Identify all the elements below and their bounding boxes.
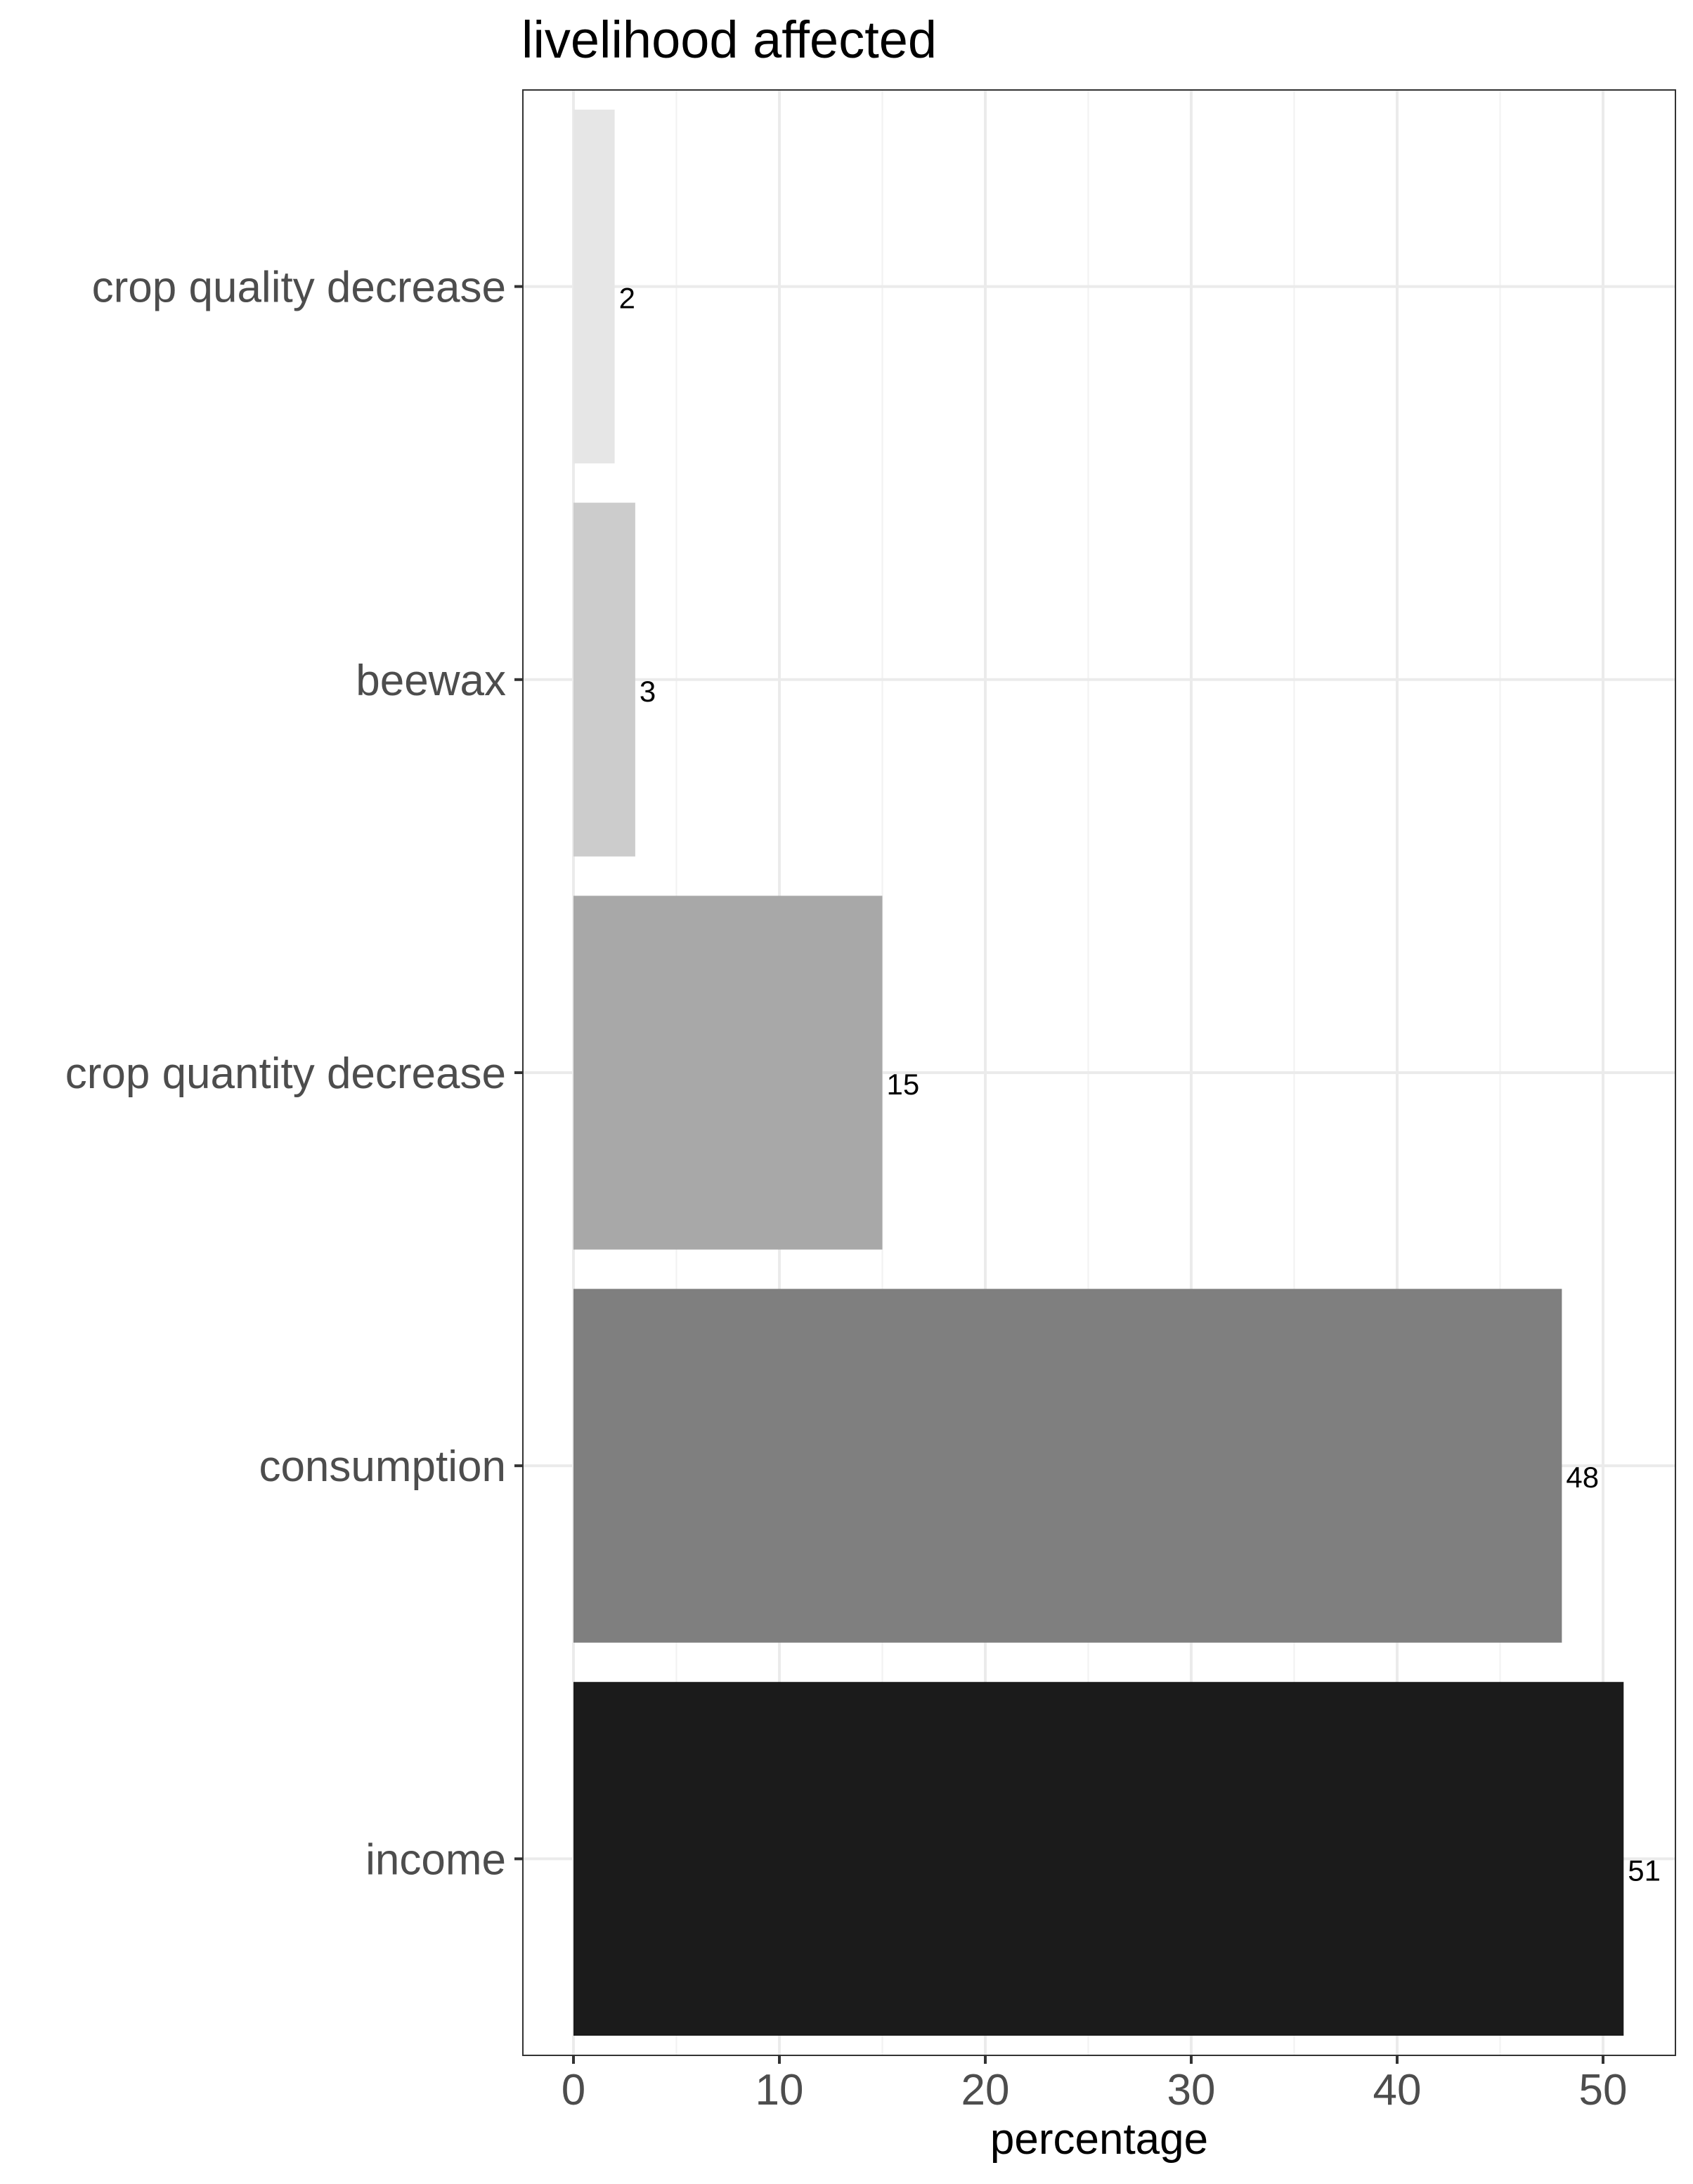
category-label: crop quantity decrease: [65, 1049, 506, 1098]
bar: [573, 1681, 1624, 2036]
category-label: consumption: [259, 1442, 506, 1491]
chart-title: livelihood affected: [521, 11, 937, 69]
x-axis-title: percentage: [990, 2115, 1208, 2164]
bar: [573, 109, 615, 464]
category-label: crop quality decrease: [92, 264, 506, 312]
data-label: 3: [640, 675, 656, 708]
x-tick-label: 10: [755, 2066, 804, 2114]
data-label: 51: [1628, 1854, 1661, 1887]
bar-layer: 2 3 15 48 51: [573, 109, 1661, 2036]
x-tick-label: 40: [1373, 2066, 1422, 2114]
data-label: 2: [619, 282, 635, 315]
x-axis: 0 10 20 30 40 50: [562, 2055, 1628, 2114]
x-tick-label: 30: [1167, 2066, 1216, 2114]
x-tick-label: 50: [1579, 2066, 1628, 2114]
x-tick-label: 0: [562, 2066, 585, 2114]
category-label: income: [365, 1835, 506, 1884]
data-label: 15: [887, 1068, 920, 1101]
bar: [573, 1288, 1562, 1643]
bar: [573, 896, 883, 1250]
data-label: 48: [1566, 1461, 1599, 1494]
category-label: beewax: [356, 657, 506, 705]
y-axis: crop quality decrease beewax crop quantity…: [65, 264, 523, 1884]
x-tick-label: 20: [961, 2066, 1010, 2114]
bar: [573, 503, 635, 857]
